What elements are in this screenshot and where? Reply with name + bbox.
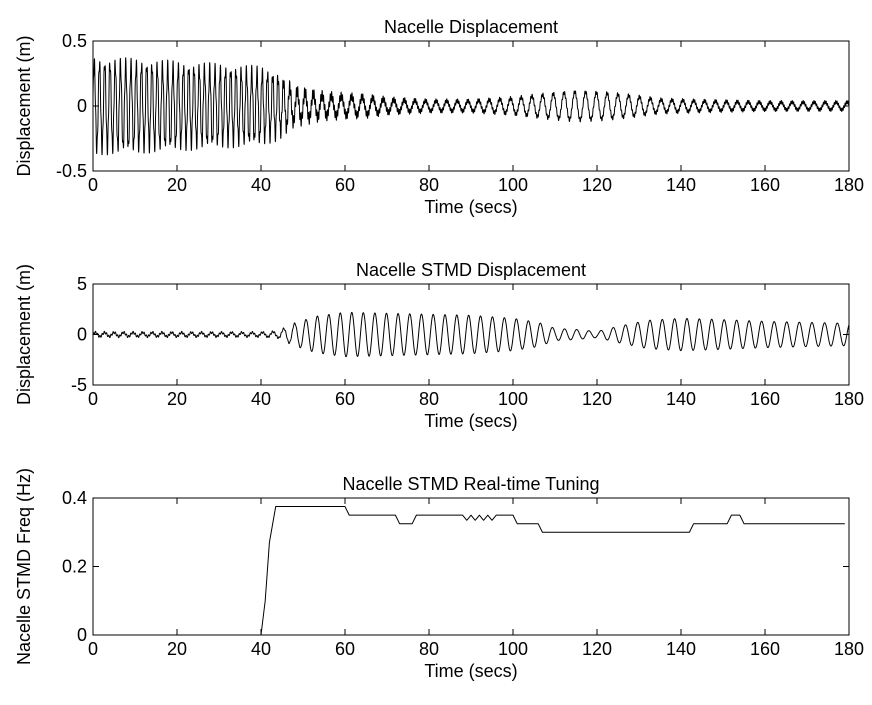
y-tick-label: 0	[77, 625, 87, 645]
x-tick-label: 0	[88, 639, 98, 659]
x-tick-label: 140	[666, 175, 696, 195]
x-tick-label: 160	[750, 175, 780, 195]
y-axis-label: Nacelle STMD Freq (Hz)	[14, 468, 34, 665]
x-tick-label: 40	[251, 175, 271, 195]
x-tick-label: 100	[498, 389, 528, 409]
x-tick-label: 100	[498, 639, 528, 659]
x-tick-label: 160	[750, 389, 780, 409]
y-tick-label: 0	[77, 325, 87, 345]
series-line-1	[92, 311, 850, 358]
x-tick-label: 0	[88, 175, 98, 195]
x-axis-label: Time (secs)	[424, 411, 517, 431]
x-tick-label: 60	[335, 389, 355, 409]
x-tick-label: 80	[419, 175, 439, 195]
series-line-1	[260, 506, 845, 636]
y-axis-label: Displacement (m)	[14, 35, 34, 176]
subplot-1: Nacelle Displacement 0 20 40 60 80 100 120 140 16…	[14, 17, 864, 217]
x-tick-label: 60	[335, 639, 355, 659]
plot-frame	[92, 497, 850, 636]
x-tick-label: 20	[167, 175, 187, 195]
x-tick-label: 160	[750, 639, 780, 659]
y-tick-label: -5	[71, 375, 87, 395]
x-axis-label: Time (secs)	[424, 197, 517, 217]
plot-frame	[92, 283, 850, 386]
x-tick-label: 140	[666, 389, 696, 409]
x-tick-label: 80	[419, 639, 439, 659]
x-tick-label: 120	[582, 389, 612, 409]
plot-title: Nacelle Displacement	[384, 17, 558, 37]
y-tick-label: 0.2	[62, 557, 87, 577]
x-tick-label: 140	[666, 639, 696, 659]
x-tick-label: 180	[834, 175, 864, 195]
x-tick-label: 60	[335, 175, 355, 195]
y-tick-label: 0.4	[62, 488, 87, 508]
y-tick-label: -0.5	[56, 161, 87, 181]
x-tick-label: 180	[834, 389, 864, 409]
x-tick-label: 20	[167, 639, 187, 659]
x-tick-label: 0	[88, 389, 98, 409]
x-tick-label: 40	[251, 639, 271, 659]
x-tick-label: 100	[498, 175, 528, 195]
x-tick-label: 180	[834, 639, 864, 659]
y-axis-label: Displacement (m)	[14, 264, 34, 405]
subplot-2: Nacelle STMD Displacement 0 20 40 60 80 100 120…	[14, 260, 864, 431]
x-tick-label: 20	[167, 389, 187, 409]
plot-title: Nacelle STMD Real-time Tuning	[342, 474, 599, 494]
x-tick-label: 120	[582, 639, 612, 659]
x-tick-label: 40	[251, 389, 271, 409]
y-tick-label: 0	[77, 96, 87, 116]
plot-title: Nacelle STMD Displacement	[356, 260, 586, 280]
y-tick-label: 5	[77, 274, 87, 294]
x-tick-label: 80	[419, 389, 439, 409]
x-tick-label: 120	[582, 175, 612, 195]
series-line-1	[92, 57, 850, 156]
subplot-3: Nacelle STMD Real-time Tuning 0 20 40 60 80 10…	[14, 468, 864, 681]
x-axis-label: Time (secs)	[424, 661, 517, 681]
y-tick-label: 0.5	[62, 31, 87, 51]
